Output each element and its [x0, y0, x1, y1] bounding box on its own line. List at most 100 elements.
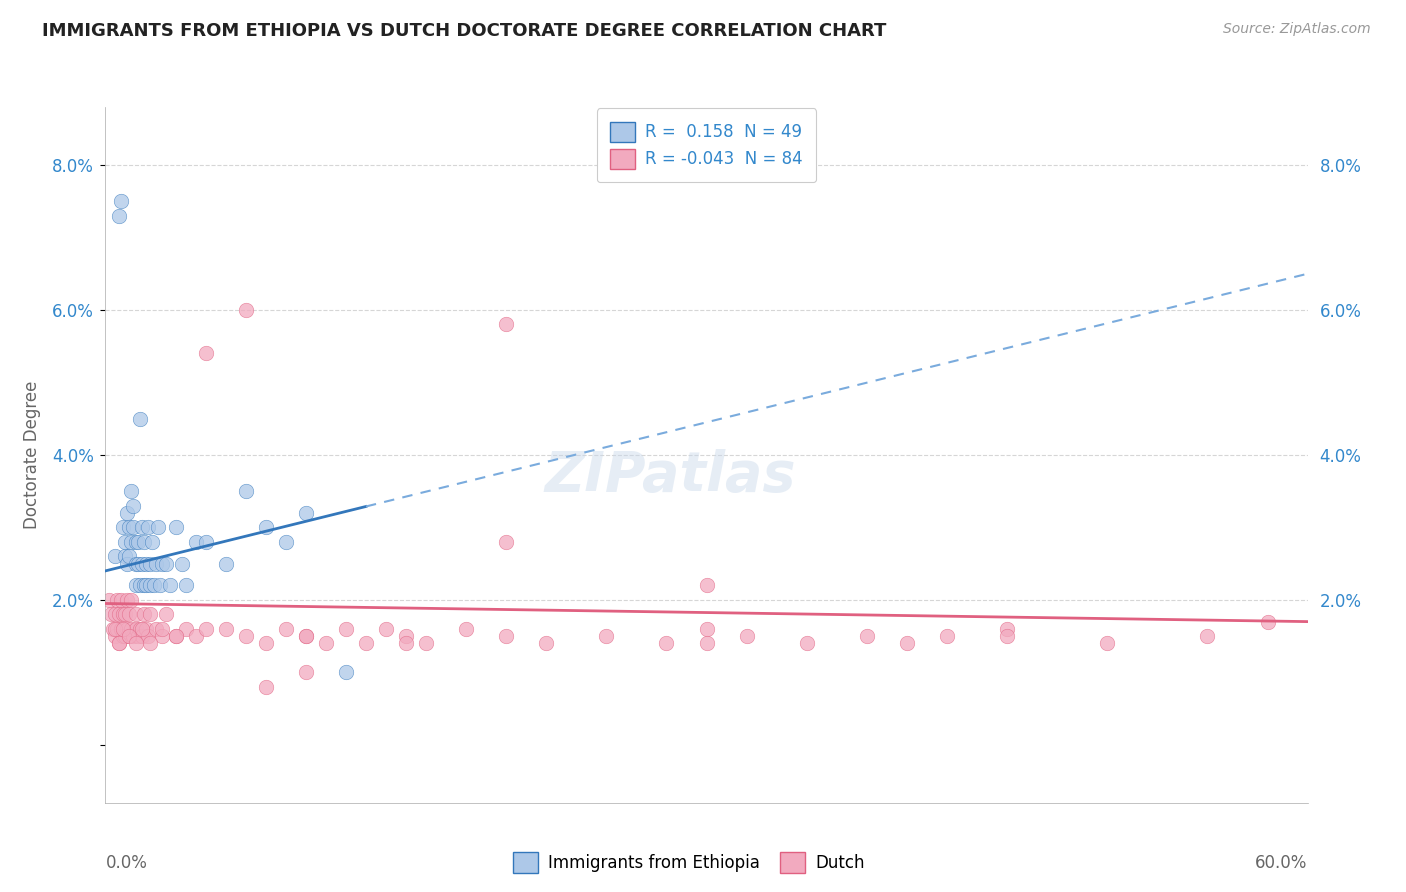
Point — [194, 346, 217, 360]
Point — [254, 636, 277, 650]
Point — [128, 578, 150, 592]
Point — [374, 622, 398, 636]
Point — [117, 557, 139, 571]
Point — [122, 629, 145, 643]
Point — [136, 629, 159, 643]
Point — [104, 549, 127, 564]
Point — [110, 622, 132, 636]
Text: 0.0%: 0.0% — [105, 854, 148, 871]
Point — [128, 622, 150, 636]
Point — [132, 607, 155, 622]
Point — [194, 534, 217, 549]
Point — [174, 622, 197, 636]
Point — [124, 636, 146, 650]
Point — [184, 629, 207, 643]
Point — [1257, 615, 1279, 629]
Point — [655, 636, 678, 650]
Point — [104, 607, 127, 622]
Point — [132, 534, 155, 549]
Point — [454, 622, 477, 636]
Point — [335, 665, 357, 680]
Point — [235, 629, 257, 643]
Point — [114, 534, 136, 549]
Point — [796, 636, 818, 650]
Point — [145, 557, 167, 571]
Point — [98, 592, 121, 607]
Point — [124, 578, 146, 592]
Point — [122, 499, 145, 513]
Point — [108, 636, 131, 650]
Point — [104, 629, 127, 643]
Text: Source: ZipAtlas.com: Source: ZipAtlas.com — [1223, 22, 1371, 37]
Y-axis label: Doctorate Degree: Doctorate Degree — [22, 381, 41, 529]
Point — [295, 629, 318, 643]
Point — [103, 622, 125, 636]
Point — [117, 506, 139, 520]
Point — [254, 680, 277, 694]
Point — [995, 629, 1018, 643]
Point — [100, 607, 122, 622]
Point — [165, 629, 187, 643]
Point — [855, 629, 877, 643]
Point — [146, 520, 169, 534]
Legend: Immigrants from Ethiopia, Dutch: Immigrants from Ethiopia, Dutch — [506, 846, 872, 880]
Point — [534, 636, 557, 650]
Point — [141, 534, 163, 549]
Point — [254, 520, 277, 534]
Point — [235, 484, 257, 499]
Point — [127, 534, 149, 549]
Point — [108, 209, 131, 223]
Point — [595, 629, 617, 643]
Point — [114, 629, 136, 643]
Point — [174, 578, 197, 592]
Point — [235, 303, 257, 318]
Point — [295, 665, 318, 680]
Point — [1197, 629, 1219, 643]
Point — [896, 636, 918, 650]
Point — [114, 549, 136, 564]
Point — [110, 194, 132, 209]
Point — [117, 622, 139, 636]
Point — [995, 622, 1018, 636]
Point — [155, 557, 177, 571]
Point — [150, 622, 173, 636]
Point — [131, 622, 153, 636]
Point — [112, 622, 135, 636]
Point — [936, 629, 959, 643]
Point — [295, 506, 318, 520]
Point — [155, 607, 177, 622]
Point — [274, 534, 297, 549]
Point — [121, 592, 143, 607]
Point — [131, 557, 153, 571]
Point — [118, 629, 141, 643]
Point — [107, 622, 129, 636]
Point — [415, 636, 437, 650]
Point — [135, 622, 157, 636]
Point — [735, 629, 758, 643]
Point — [194, 622, 217, 636]
Point — [117, 592, 139, 607]
Point — [118, 629, 141, 643]
Point — [114, 607, 136, 622]
Point — [495, 629, 517, 643]
Point — [128, 411, 150, 425]
Point — [142, 578, 165, 592]
Point — [127, 629, 149, 643]
Point — [127, 557, 149, 571]
Point — [150, 629, 173, 643]
Point — [295, 629, 318, 643]
Point — [118, 549, 141, 564]
Point — [121, 484, 143, 499]
Point — [165, 629, 187, 643]
Point — [495, 534, 517, 549]
Point — [124, 534, 146, 549]
Point — [118, 607, 141, 622]
Point — [274, 622, 297, 636]
Point — [112, 629, 135, 643]
Point — [131, 520, 153, 534]
Point — [214, 622, 236, 636]
Point — [121, 622, 143, 636]
Point — [122, 520, 145, 534]
Point — [1097, 636, 1119, 650]
Point — [214, 557, 236, 571]
